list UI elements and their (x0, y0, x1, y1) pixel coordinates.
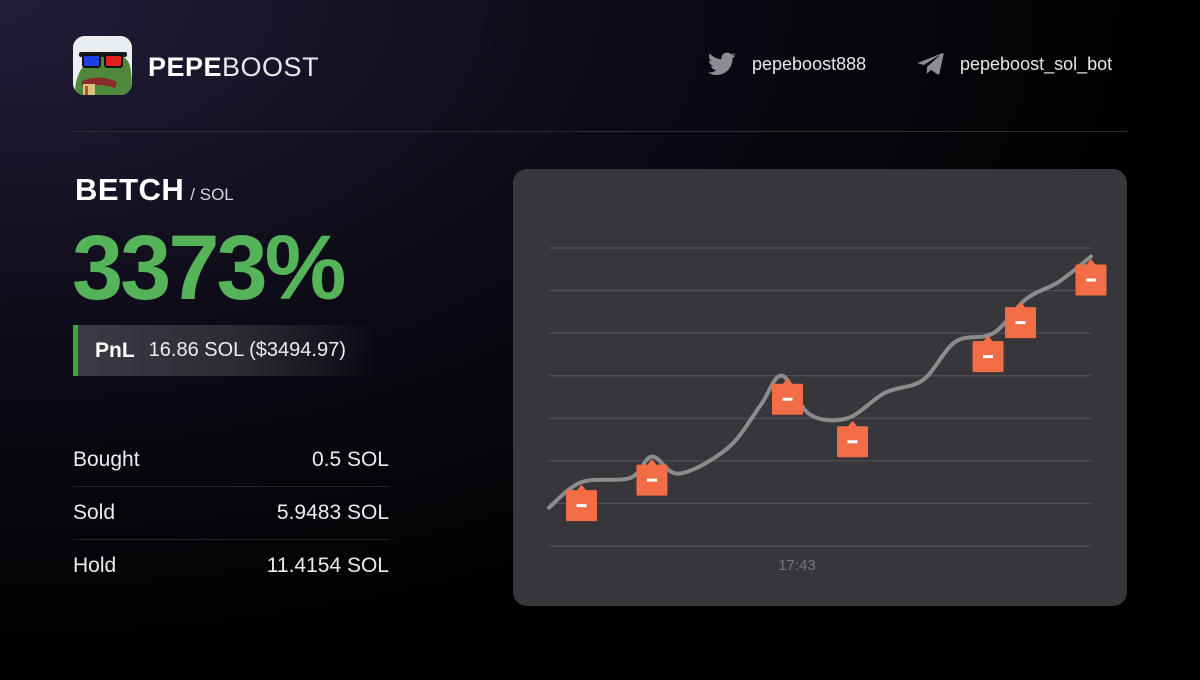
sell-marker (1005, 302, 1037, 339)
stat-value: 0.5 SOL (311, 448, 389, 471)
token-symbol: BETCH (75, 172, 185, 207)
sell-marker-dash (1015, 321, 1026, 325)
pnl-label: PnL (95, 338, 135, 362)
stat-value: 5.9483 SOL (276, 501, 389, 524)
telegram-icon (916, 52, 944, 76)
sell-marker (1075, 259, 1107, 296)
twitter-handle: pepeboost888 (752, 53, 867, 74)
price-chart: 17:43 (547, 247, 1107, 574)
sell-marker (972, 336, 1004, 373)
brand-name: PEPEBOOST (148, 52, 319, 82)
pnl-value: 16.86 SOL ($3494.97) (148, 339, 346, 361)
stat-label: Sold (73, 501, 116, 524)
stat-row-bought: Bought 0.5 SOL (73, 434, 389, 486)
stat-value: 11.4154 SOL (266, 554, 389, 577)
sell-marker (636, 459, 668, 496)
brand-name-bold: PEPE (148, 52, 223, 82)
pepe-avatar-icon (73, 36, 132, 95)
pepeboost-logo (73, 36, 132, 95)
telegram-link[interactable]: pepeboost_sol_bot (916, 52, 1112, 76)
twitter-link[interactable]: pepeboost888 (708, 52, 866, 76)
trading-pair: BETCH / SOL (75, 172, 234, 208)
sell-marker (566, 485, 598, 522)
sell-marker (771, 378, 803, 415)
sell-marker-dash (782, 397, 793, 401)
sell-marker (837, 421, 869, 458)
price-line (547, 254, 1093, 510)
sell-marker-dash (1086, 278, 1096, 282)
telegram-handle: pepeboost_sol_bot (960, 53, 1113, 74)
header-divider (73, 131, 1127, 132)
stat-label: Bought (73, 448, 140, 471)
sell-marker-dash (646, 478, 657, 482)
stat-label: Hold (73, 554, 117, 577)
trade-stats: Bought 0.5 SOL Sold 5.9483 SOL Hold 11.4… (73, 434, 389, 592)
x-tick-label: 17:43 (778, 557, 816, 574)
twitter-icon (708, 52, 736, 76)
stat-row-sold: Sold 5.9483 SOL (73, 486, 389, 539)
sell-marker-dash (847, 440, 858, 444)
quote-currency: / SOL (190, 185, 234, 204)
sell-marker-dash (576, 504, 587, 508)
price-chart-card: 17:43 (513, 169, 1127, 606)
sell-marker-dash (983, 355, 994, 359)
pnl-percent: 3373% (72, 217, 346, 319)
pnl-banner: PnL 16.86 SOL ($3494.97) (73, 325, 378, 376)
stat-row-hold: Hold 11.4154 SOL (73, 539, 389, 592)
brand-name-light: BOOST (222, 52, 320, 82)
